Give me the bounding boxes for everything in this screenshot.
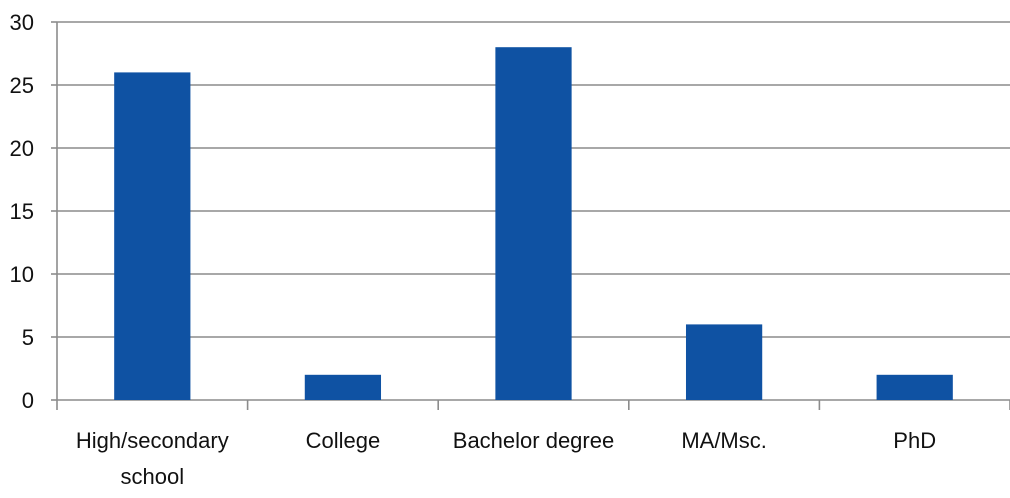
x-category-label: High/secondary school (76, 428, 229, 489)
y-tick-label: 25 (10, 73, 34, 98)
x-axis-category-labels: High/secondary school College Bachelor degr… (76, 428, 936, 489)
y-tick-label: 30 (10, 10, 34, 35)
y-tick-label: 10 (10, 262, 34, 287)
bars (114, 47, 953, 401)
y-tick-label: 5 (22, 325, 34, 350)
y-axis-tick-labels: 0 5 10 15 20 25 30 (10, 10, 34, 413)
x-category-label: MA/Msc. (681, 428, 767, 453)
y-tick-label: 20 (10, 136, 34, 161)
x-category-label: Bachelor degree (453, 428, 614, 453)
bar (685, 324, 763, 400)
bar (114, 72, 191, 401)
y-tick-label: 0 (22, 388, 34, 413)
x-category-label: College (306, 428, 381, 453)
bar (495, 47, 572, 400)
bar (876, 374, 953, 400)
x-category-label: PhD (893, 428, 936, 453)
y-tick-label: 15 (10, 199, 34, 224)
bar (304, 374, 382, 400)
